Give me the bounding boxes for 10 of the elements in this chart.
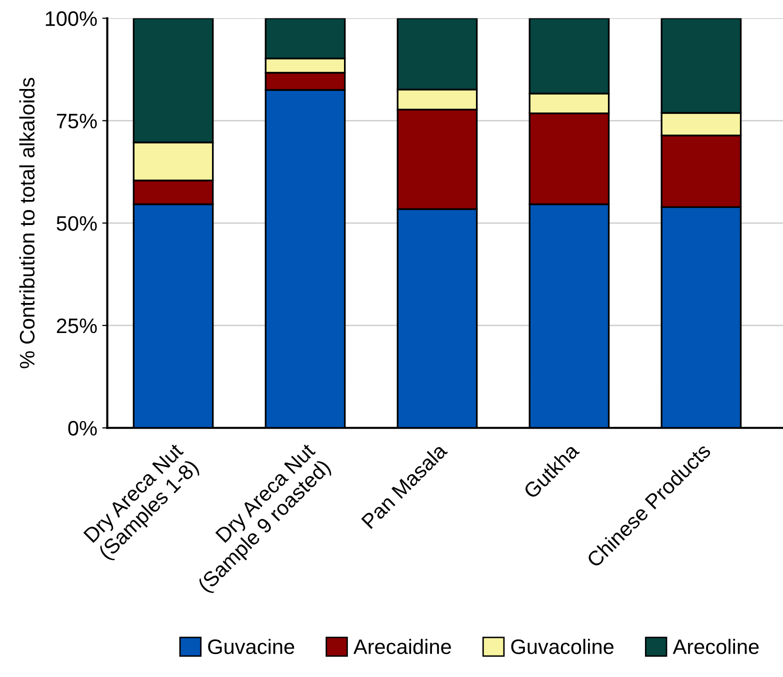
y-tick-label: 0% (68, 420, 97, 436)
y-tick-label: 50% (56, 216, 97, 231)
legend-label: Arecoline (672, 638, 759, 654)
y-tick-label: 25% (56, 318, 97, 334)
y-tick-label: 75% (56, 114, 97, 128)
y-tick-label: 100% (46, 11, 97, 26)
y-axis-title: % Contribution to total alkaloids (19, 78, 35, 368)
legend-label: Guvacine (208, 638, 294, 654)
legend-label: Arecaidine (353, 638, 451, 654)
legend-label: Guvacoline (511, 638, 614, 654)
